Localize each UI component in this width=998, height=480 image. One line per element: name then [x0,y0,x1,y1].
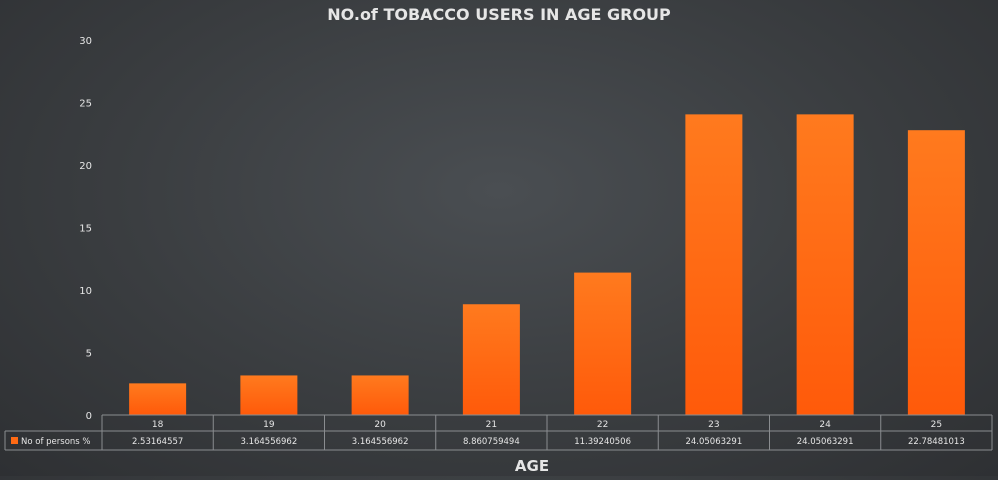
y-tick-label: 15 [79,224,92,235]
x-tick-label: 19 [263,420,275,430]
data-label: 22.78481013 [908,437,965,447]
x-tick-label: 24 [819,420,831,430]
x-tick-label: 20 [374,420,386,430]
data-label: 8.860759494 [463,437,520,447]
x-tick-label: 18 [152,420,164,430]
legend-swatch [11,437,18,444]
x-tick-label: 23 [708,420,719,430]
bar-20 [351,375,409,415]
x-tick-label: 21 [486,420,497,430]
bar-22 [574,272,632,415]
bar-19 [240,375,298,415]
y-tick-label: 25 [79,99,92,110]
y-tick-label: 5 [86,349,92,360]
y-tick-label: 10 [79,286,92,297]
y-tick-label: 0 [86,411,92,422]
x-tick-label: 25 [931,420,942,430]
data-label: 3.164556962 [352,437,409,447]
chart-title: NO.of TOBACCO USERS IN AGE GROUP [327,5,671,24]
bar-23 [685,114,743,415]
data-label: 2.53164557 [132,437,183,447]
bar-25 [907,130,965,415]
bar-24 [796,114,854,415]
data-table: 18 19 20 21 22 23 24 25 2.53164557 3.164556962 3.1… [4,414,993,451]
y-tick-label: 30 [79,36,92,47]
data-label: 24.05063291 [797,437,854,447]
data-label: 3.164556962 [240,437,297,447]
data-label: 11.39240506 [574,437,631,447]
x-axis-label: AGE [515,457,549,475]
bar-series [129,114,965,415]
data-label: 24.05063291 [685,437,742,447]
x-tick-label: 22 [597,420,608,430]
y-tick-label: 20 [79,161,92,172]
legend-label: No of persons % [21,437,91,447]
bar-21 [462,304,520,415]
y-axis: 0 5 10 15 20 25 30 [79,36,92,422]
bar-18 [129,383,187,415]
